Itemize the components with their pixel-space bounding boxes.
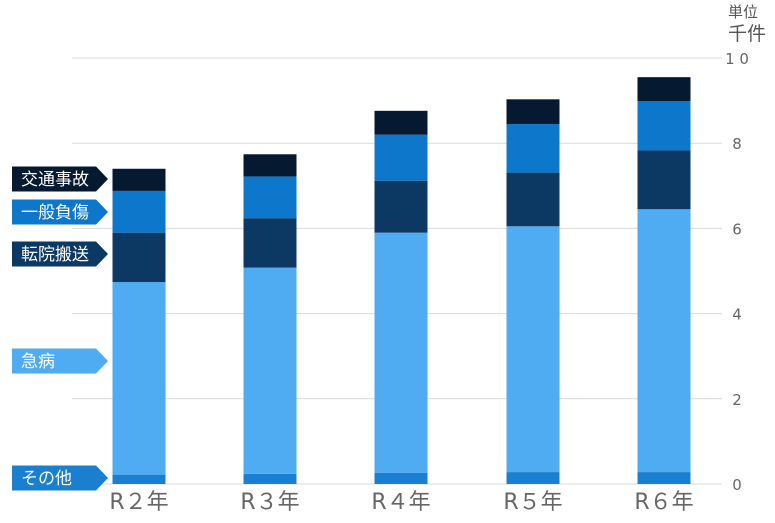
legend-label: その他 — [21, 469, 72, 489]
bar-segment — [506, 124, 560, 173]
x-axis-labels: R２年 R３年 R４年 R５年 R６年 — [109, 490, 693, 515]
bar-segment — [374, 232, 428, 473]
bar-segment — [506, 99, 560, 125]
y-tick-label: 1 0 — [725, 50, 749, 68]
x-category-label: R２年 — [109, 490, 168, 515]
bar-segment — [506, 472, 560, 484]
legend-label: 転院搬送 — [21, 245, 89, 265]
bar-segment — [243, 154, 297, 177]
bar-segment — [243, 176, 297, 219]
unit-label-line2: 千件 — [728, 23, 766, 45]
bar-segment — [112, 232, 166, 283]
bar-segment — [374, 134, 428, 181]
bar-segment — [112, 190, 166, 233]
bar-segment — [243, 473, 297, 484]
y-tick-label: 2 — [732, 391, 742, 409]
legend-arrow — [12, 465, 108, 491]
x-category-label: R４年 — [371, 490, 430, 515]
bar-segment — [112, 282, 166, 475]
y-tick-label: 0 — [732, 476, 742, 494]
unit-label-line1: 単位 — [728, 3, 758, 21]
legend-arrow — [12, 166, 108, 192]
bars — [112, 77, 691, 484]
legend-arrow — [12, 199, 108, 225]
legend-arrow — [12, 241, 108, 267]
bar-segment — [243, 267, 297, 474]
legend-label: 交通事故 — [21, 170, 89, 190]
bar-segment — [637, 472, 691, 484]
x-category-label: R５年 — [503, 490, 562, 515]
x-category-label: R６年 — [634, 490, 693, 515]
bar-segment — [374, 110, 428, 135]
x-category-label: R３年 — [240, 490, 299, 515]
y-tick-label: 4 — [732, 306, 742, 324]
bar-segment — [374, 472, 428, 484]
bar-segment — [637, 77, 691, 102]
legend-label: 一般負傷 — [21, 203, 89, 223]
bar-segment — [637, 150, 691, 210]
bar-segment — [374, 180, 428, 233]
bar-segment — [243, 218, 297, 268]
y-tick-label: 8 — [732, 135, 742, 153]
bar-segment — [637, 209, 691, 473]
bar-segment — [112, 168, 166, 191]
bar-segment — [506, 226, 560, 473]
bar-segment — [637, 101, 691, 151]
y-tick-label: 6 — [732, 220, 742, 238]
legend-arrow — [12, 348, 108, 374]
legend-label: 急病 — [21, 352, 55, 372]
bar-segment — [112, 474, 166, 484]
y-axis-ticks: 0 2 4 6 8 1 0 — [725, 50, 749, 494]
bar-segment — [506, 172, 560, 227]
